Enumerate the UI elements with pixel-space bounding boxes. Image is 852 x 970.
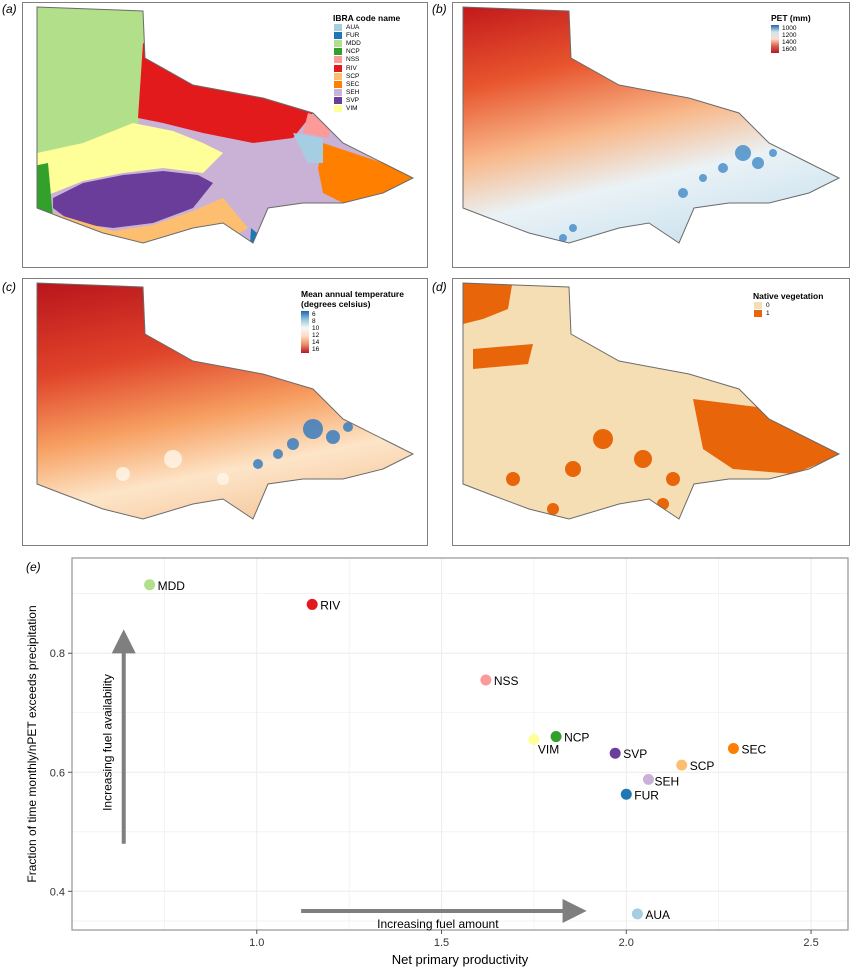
panel-label-d: (d) <box>432 280 447 294</box>
legend-item-scp: SCP <box>333 71 400 81</box>
legend-title-ibra: IBRA code name <box>333 13 401 23</box>
ramp-tick-label: 12 <box>312 332 320 339</box>
point-aua <box>631 908 643 920</box>
x-axis-label: Net primary productivity <box>392 952 529 967</box>
y-tick-label: 0.8 <box>50 648 65 660</box>
legend-item-nss: NSS <box>333 55 400 65</box>
legend-item-svp: SVP <box>333 96 400 106</box>
legend-title-pet: PET (mm) <box>771 13 811 23</box>
ramp-tick-label: 1200 <box>782 32 797 39</box>
point-label-aua: AUA <box>645 908 670 922</box>
fuel-availability-label: Increasing fuel availability <box>101 674 115 811</box>
legend-item-vim: VIM <box>333 104 400 114</box>
point-label-mdd: MDD <box>158 579 186 593</box>
y-tick-label: 0.6 <box>50 767 65 779</box>
panel-a-ibra-map: IBRA code name AUA FUR MDD NCP NSS RIV SCP SEC S… <box>22 2 428 268</box>
legend-label: NSS <box>346 56 360 64</box>
legend-item-sec: SEC <box>333 79 400 89</box>
legend-label: FUR <box>346 31 360 39</box>
legend-title-vegetation: Native vegetation <box>753 291 824 301</box>
ramp-tick-label: 1400 <box>782 39 797 46</box>
ramp-tick-label: 8 <box>312 318 316 325</box>
point-label-riv: RIV <box>320 598 340 612</box>
legend-item-veg-1: 1 <box>753 308 823 318</box>
legend-label: MDD <box>346 39 361 47</box>
panel-label-a: (a) <box>2 2 17 16</box>
point-nss <box>480 674 492 686</box>
point-riv <box>306 598 318 610</box>
point-label-seh: SEH <box>654 774 679 788</box>
point-label-ncp: NCP <box>564 731 589 745</box>
point-label-svp: SVP <box>623 747 647 761</box>
y-axis-label: Fraction of time monthly/nPET exceeds pr… <box>25 605 39 882</box>
ramp-tick-label: 1000 <box>782 25 797 32</box>
panel-label-e: (e) <box>26 560 41 574</box>
y-tick-label: 0.4 <box>50 886 65 898</box>
legend-swatch <box>333 104 343 114</box>
legend-label: RIV <box>346 64 357 72</box>
ramp-tick-label: 16 <box>312 346 320 353</box>
point-label-vim: VIM <box>538 743 559 757</box>
ramp-tick-label: 10 <box>312 325 320 332</box>
legend-pet: PET (mm) 1000 1200 1400 1600 <box>771 13 811 53</box>
point-mdd <box>144 579 156 591</box>
fuel-amount-label: Increasing fuel amount <box>377 917 499 931</box>
legend-label: NCP <box>346 48 360 56</box>
point-label-scp: SCP <box>690 759 715 773</box>
map-a <box>36 6 415 244</box>
legend-label: SCP <box>346 72 360 80</box>
point-scp <box>676 759 688 771</box>
legend-title-temp-1: Mean annual temperature <box>301 289 404 299</box>
point-label-sec: SEC <box>741 742 766 756</box>
point-fur <box>620 788 632 800</box>
x-tick-label: 1.5 <box>434 937 449 949</box>
legend-item-riv: RIV <box>333 63 400 73</box>
ramp-tick-label: 6 <box>312 311 316 318</box>
legend-item-veg-0: 0 <box>753 300 823 310</box>
legend-label: SVP <box>346 97 360 105</box>
panel-label-b: (b) <box>432 2 447 16</box>
legend-item-fur: FUR <box>333 30 400 40</box>
legend-title-temp-2: (degrees celsius) <box>301 299 371 309</box>
point-ncp <box>550 731 562 743</box>
point-sec <box>727 742 739 754</box>
x-tick-label: 2.0 <box>619 937 634 949</box>
plot-frame <box>71 557 849 931</box>
map-c <box>36 282 415 520</box>
ramp-tick-label: 14 <box>312 339 320 346</box>
pet-color-ramp <box>771 25 779 53</box>
legend-temperature: Mean annual temperature (degrees celsius… <box>301 289 404 353</box>
ramp-tick-label: 1600 <box>782 46 797 53</box>
legend-label: SEH <box>346 89 360 97</box>
legend-item-ncp: NCP <box>333 47 400 57</box>
legend-ibra: IBRA code name AUA FUR MDD NCP NSS RIV SCP SEC S… <box>333 13 401 114</box>
legend-label: AUA <box>346 23 360 31</box>
legend-item-seh: SEH <box>333 88 400 98</box>
map-d <box>462 282 841 520</box>
point-svp <box>609 747 621 759</box>
point-seh <box>642 773 654 785</box>
point-label-nss: NSS <box>494 674 519 688</box>
legend-swatch <box>753 308 763 318</box>
panel-c-temperature-map: Mean annual temperature (degrees celsius… <box>22 278 428 546</box>
legend-item-aua: AUA <box>333 22 400 32</box>
point-label-fur: FUR <box>634 788 659 802</box>
scatter-chart: 1.0 1.5 2.0 2.5 0.4 0.6 0.8 Increasing fuel am… <box>25 557 849 967</box>
legend-item-mdd: MDD <box>333 38 400 48</box>
legend-label: VIM <box>346 105 358 113</box>
temperature-color-ramp <box>301 311 309 353</box>
x-tick-label: 2.5 <box>803 937 818 949</box>
point-vim <box>528 734 540 746</box>
x-tick-label: 1.0 <box>249 937 264 949</box>
panel-label-c: (c) <box>2 280 16 294</box>
legend-label: 0 <box>766 301 770 309</box>
legend-label: 1 <box>766 309 770 317</box>
legend-label: SEC <box>346 80 360 88</box>
panel-b-pet-map: PET (mm) 1000 1200 1400 1600 <box>452 2 850 268</box>
